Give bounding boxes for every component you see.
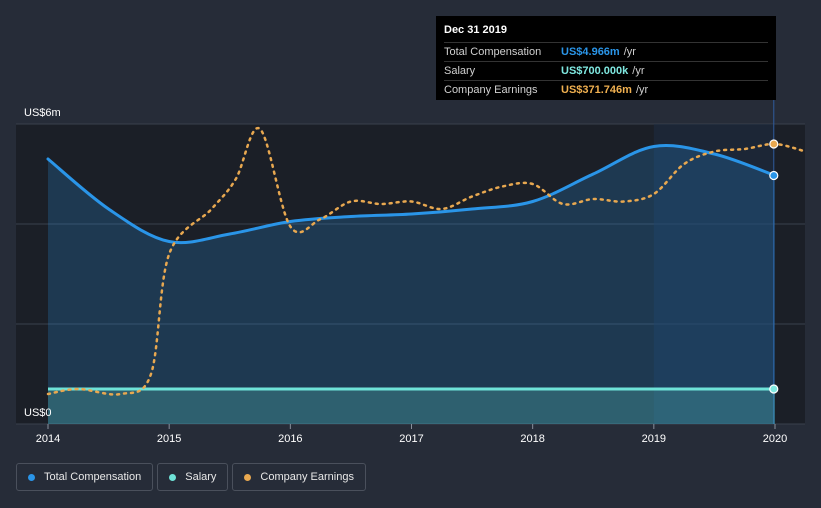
tooltip-unit: /yr xyxy=(635,84,649,96)
company-earnings-line xyxy=(46,126,807,396)
tooltip-value: US$371.746m xyxy=(561,84,632,96)
tooltip-unit: /yr xyxy=(632,65,645,77)
series-areas xyxy=(48,145,775,425)
tooltip-row-salary: Salary US$700.000k /yr xyxy=(444,61,768,80)
x-axis-ticks: 2014 2015 2016 2017 2018 2019 2020 xyxy=(36,424,787,445)
tooltip-row-total: Total Compensation US$4.966m /yr xyxy=(444,42,768,61)
legend: Total Compensation Salary Company Earnin… xyxy=(16,463,366,491)
tooltip-label: Company Earnings xyxy=(444,84,538,96)
highlight-rect xyxy=(653,124,774,424)
x-tick-label: 2018 xyxy=(520,433,544,445)
salary-area xyxy=(48,389,775,424)
tooltip-date: Dec 31 2019 xyxy=(444,24,507,36)
tooltip-value: US$700.000k xyxy=(561,65,629,77)
tooltip-row-earnings: Company Earnings US$371.746m /yr xyxy=(444,80,768,99)
legend-label: Company Earnings xyxy=(260,471,354,483)
legend-item-total-compensation[interactable]: Total Compensation xyxy=(16,463,154,491)
company-earnings-marker xyxy=(769,139,779,149)
y-axis-label-bottom: US$0 xyxy=(24,407,52,419)
x-tick-label: 2014 xyxy=(36,433,60,445)
legend-label: Salary xyxy=(185,471,217,483)
legend-dot-icon xyxy=(28,473,35,481)
highlight-band xyxy=(653,100,775,424)
tooltip-unit: /yr xyxy=(623,46,636,58)
tooltip-value: US$4.966m xyxy=(561,46,620,58)
y-axis-label-top: US$6m xyxy=(24,107,61,119)
total-compensation-marker xyxy=(769,170,779,181)
x-tick-label: 2020 xyxy=(763,433,787,445)
series-markers xyxy=(769,139,779,394)
legend-label: Total Compensation xyxy=(44,471,142,483)
legend-item-salary[interactable]: Salary xyxy=(157,463,229,491)
x-tick-label: 2019 xyxy=(642,433,666,445)
x-tick-label: 2017 xyxy=(399,433,423,445)
legend-dot-icon xyxy=(169,473,177,481)
legend-dot-icon xyxy=(244,473,252,481)
salary-marker xyxy=(769,384,779,394)
legend-item-company-earnings[interactable]: Company Earnings xyxy=(232,463,366,491)
x-tick-label: 2015 xyxy=(157,433,181,445)
tooltip-label: Total Compensation xyxy=(444,46,542,58)
tooltip: Dec 31 2019 Total Compensation US$4.966m… xyxy=(436,16,776,100)
x-tick-label: 2016 xyxy=(278,433,302,445)
tooltip-label: Salary xyxy=(444,65,476,77)
series-lines xyxy=(46,126,807,396)
total-compensation-area xyxy=(48,145,775,425)
total-compensation-line xyxy=(46,144,777,245)
